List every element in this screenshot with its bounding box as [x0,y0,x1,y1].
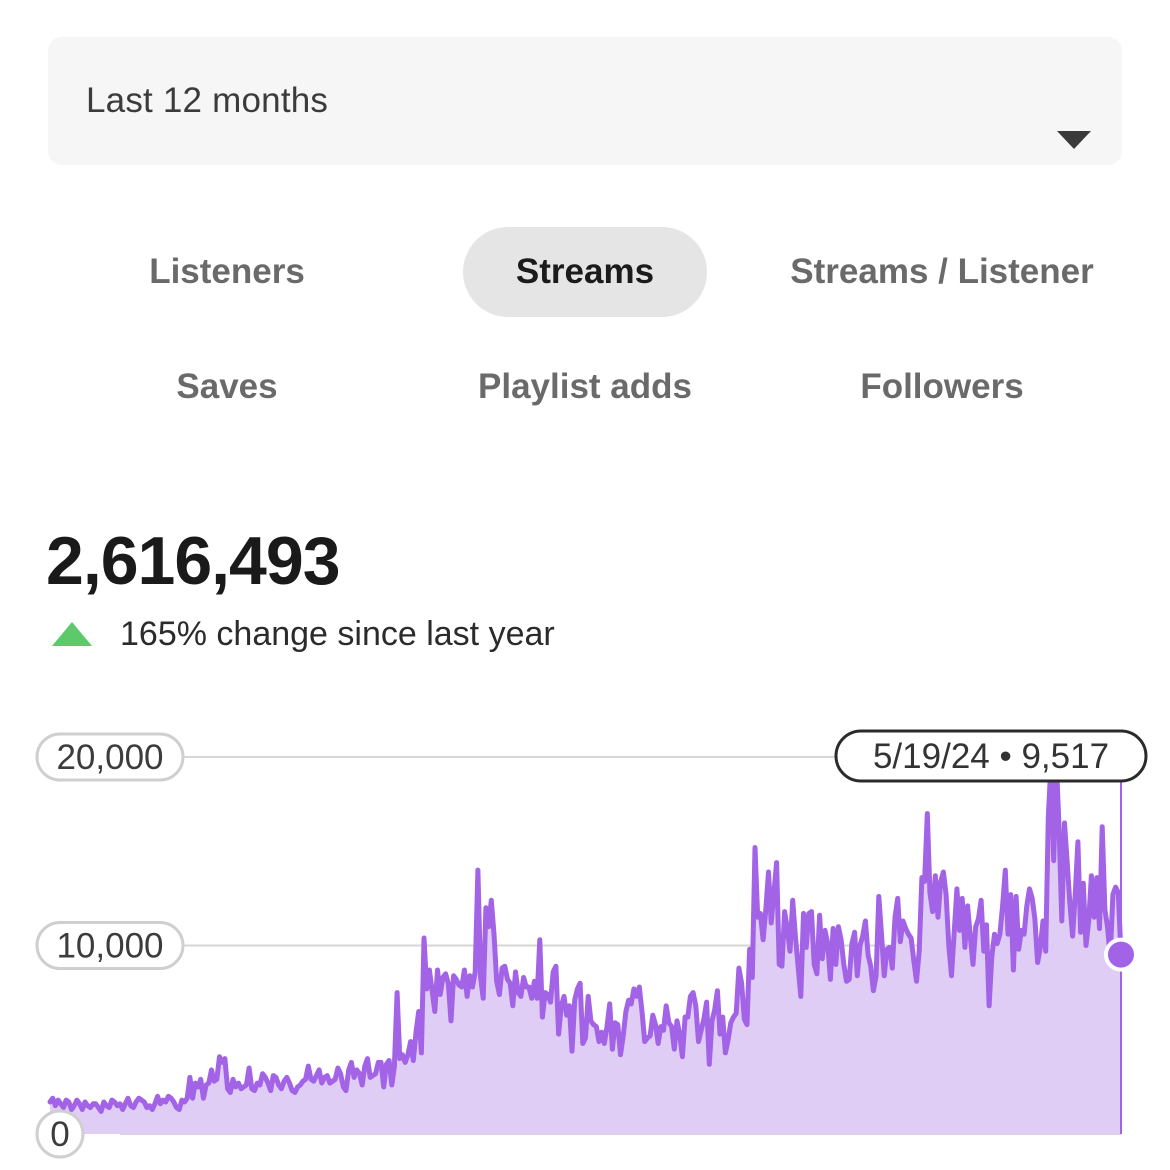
time-range-label: Last 12 months [86,81,329,120]
y-axis-ticks: 0 10,000 20,000 [35,732,185,1159]
point-tooltip: 5/19/24 • 9,517 [834,729,1148,783]
streams-area-fill [50,762,1121,1134]
streams-series-line [47,760,1124,1114]
tooltip-label: 5/19/24 • 9,517 [873,737,1109,776]
last-point-marker[interactable] [1104,937,1138,972]
tab-listeners[interactable]: Listeners [149,252,305,291]
y-tick-label: 10,000 [56,927,163,966]
y-tick-pill [35,921,185,970]
change-indicator: 165% change since last year [52,612,555,656]
y-tick-pill [35,732,185,782]
change-text: 165% change since last year [120,614,555,653]
tab-streams-per-listener[interactable]: Streams / Listener [790,252,1094,291]
y-tick-label: 0 [50,1115,69,1154]
tab-streams[interactable]: Streams [463,227,707,317]
triangle-up-icon [52,622,92,646]
streams-chart: 0 10,000 20,000 5/19/24 • 9,517 [0,700,1170,1170]
streams-chart-svg: 0 10,000 20,000 5/19/24 • 9,517 [35,729,1148,1159]
tab-saves[interactable]: Saves [176,367,278,406]
y-tick-label: 20,000 [56,738,163,777]
total-streams-value: 2,616,493 [46,523,341,599]
time-range-dropdown[interactable]: Last 12 months [48,37,1122,165]
y-tick-2: 20,000 [35,732,185,782]
y-tick-pill [35,1109,85,1159]
tooltip-pill [834,729,1148,783]
caret-down-icon [1057,131,1091,149]
y-tick-1: 10,000 [35,921,185,970]
y-tick-0: 0 [35,1109,85,1159]
tab-followers[interactable]: Followers [860,367,1024,406]
tab-playlist-adds[interactable]: Playlist adds [478,367,692,406]
